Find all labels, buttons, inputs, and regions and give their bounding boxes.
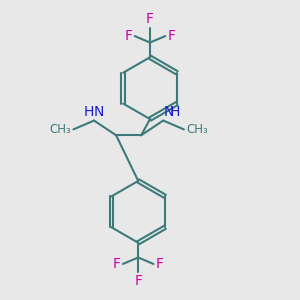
Text: F: F bbox=[168, 29, 176, 43]
Text: F: F bbox=[134, 274, 142, 288]
Text: N: N bbox=[94, 105, 104, 119]
Text: H: H bbox=[84, 105, 94, 119]
Text: CH₃: CH₃ bbox=[49, 123, 71, 136]
Text: F: F bbox=[146, 12, 154, 26]
Text: F: F bbox=[112, 257, 121, 271]
Text: F: F bbox=[156, 257, 164, 271]
Text: N: N bbox=[163, 105, 174, 119]
Text: F: F bbox=[124, 29, 132, 43]
Text: H: H bbox=[170, 105, 180, 119]
Text: CH₃: CH₃ bbox=[186, 123, 208, 136]
